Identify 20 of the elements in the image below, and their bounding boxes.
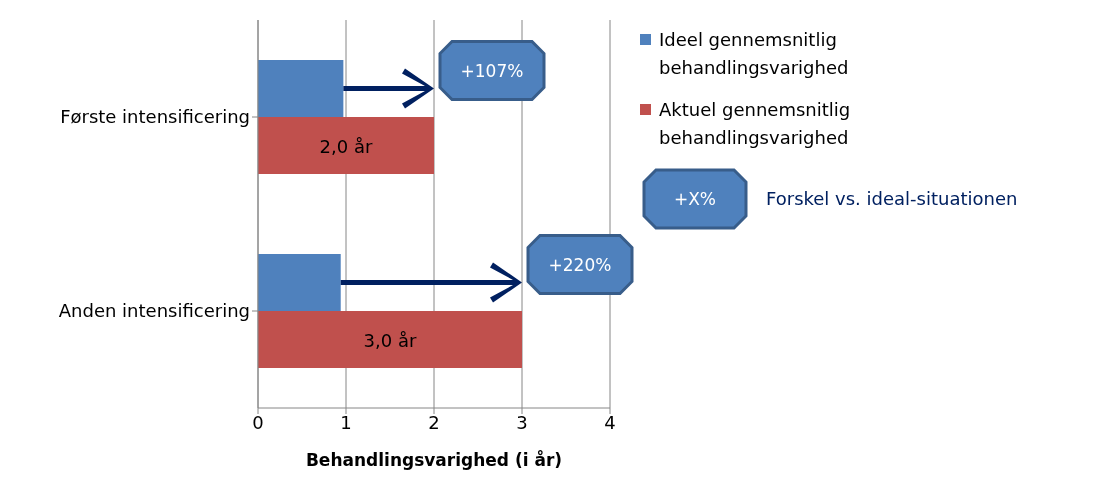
bar [258,117,434,174]
x-axis-title: Behandlingsvarighed (i år) [305,449,563,470]
y-tick-label: Første intensificering [60,106,250,128]
annotation: +220% [548,254,612,275]
data-label: 3,0 år [363,329,417,351]
y-tick-label: Anden intensificering [58,300,250,322]
x-tick-label: 1 [340,411,352,433]
bar [258,311,522,368]
legend-label: Ideel gennemsnitlig behandlingsvarighed [659,28,850,80]
octagon-badge: +220% [526,234,634,295]
data-label: 2,0 år [319,135,373,157]
x-tick-label: 2 [428,411,440,433]
octagon-badge: +107% [438,40,546,101]
x-tick-label: 4 [604,411,616,433]
text: Forskel vs. ideal-situationen [766,187,1018,211]
annotation: +107% [460,60,524,81]
legend-label: Aktuel gennemsnitlig behandlingsvarighed [659,98,852,150]
x-tick-label: 3 [516,411,528,433]
octagon-badge: +X% [642,168,748,230]
x-tick-label: 0 [252,411,264,433]
